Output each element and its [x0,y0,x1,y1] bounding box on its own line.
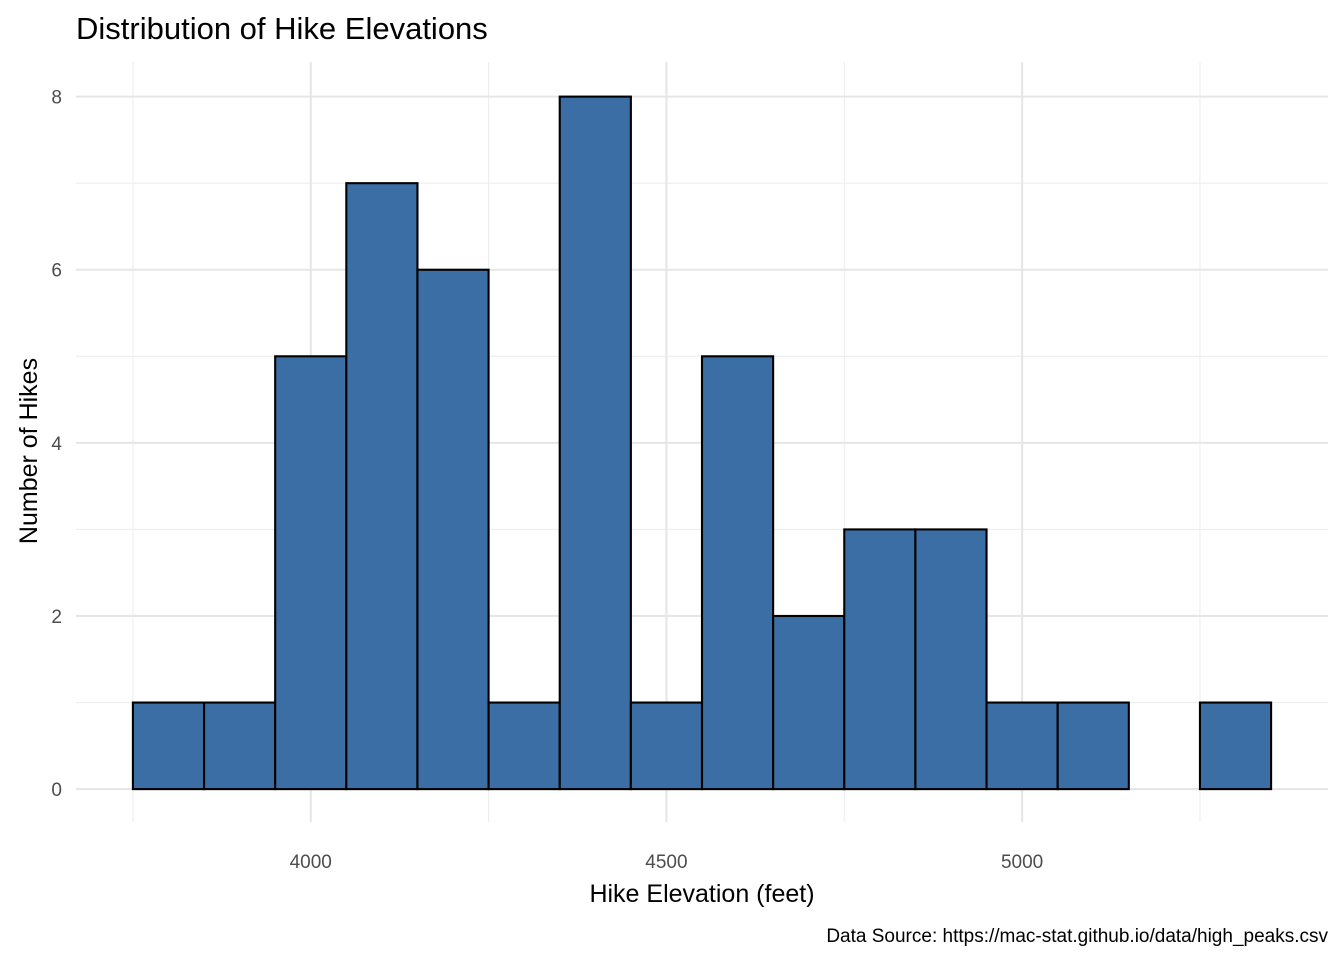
y-tick-label: 8 [51,88,62,109]
histogram-bar-11 [843,528,917,791]
histogram-bar-1 [131,701,206,791]
x-tick-label: 4000 [290,852,332,873]
x-tick-label: 5000 [1001,852,1043,873]
y-tick-label: 4 [51,434,62,455]
histogram-bar-8 [629,701,704,791]
histogram-bar-5 [416,268,490,791]
histogram-bar-13 [985,701,1059,791]
histogram-bar-14 [1056,701,1130,791]
histogram-bar-6 [487,701,561,791]
histogram-bar-12 [914,528,988,791]
tick-labels: 4000 4500 5000 0 2 4 6 8 [51,88,1043,873]
x-tick-label: 4500 [645,852,687,873]
histogram-bar-2 [202,701,277,791]
y-tick-label: 0 [51,780,62,801]
bars [131,95,1273,791]
histogram-bar-16 [1198,701,1273,791]
y-axis-title: Number of Hikes [15,358,43,544]
chart-title: Distribution of Hike Elevations [76,11,488,46]
histogram-bar-10 [772,614,846,791]
y-tick-label: 2 [51,607,62,628]
histogram-bar-3 [274,355,348,791]
chart-caption: Data Source: https://mac-stat.github.io/… [826,926,1328,947]
y-tick-label: 6 [51,261,62,282]
histogram-bar-4 [345,182,419,791]
histogram-bar-9 [700,355,775,791]
histogram-bar-7 [558,95,632,791]
x-axis-title: Hike Elevation (feet) [589,880,814,908]
